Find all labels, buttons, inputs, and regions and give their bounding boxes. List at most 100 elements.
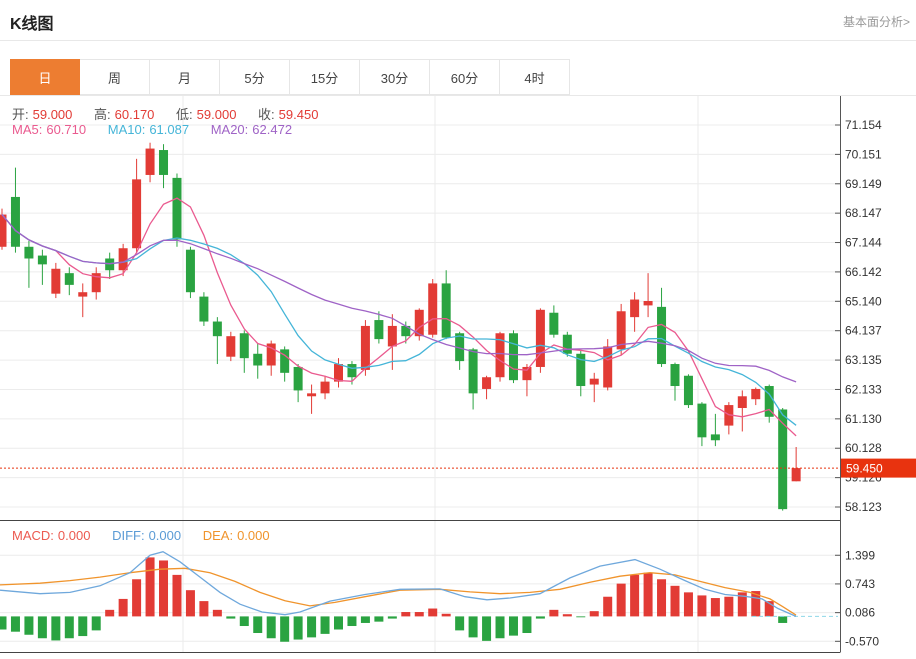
macd-bar (428, 608, 438, 617)
candle-down (24, 246, 34, 259)
macd-bar (589, 611, 599, 617)
macd-bar (724, 596, 734, 617)
candle-down (199, 296, 209, 322)
tab-day[interactable]: 日 (10, 59, 80, 95)
macd-bar (64, 616, 74, 639)
macd-bar (347, 616, 357, 627)
tab-30min[interactable]: 30分 (360, 59, 430, 95)
macd-bar (253, 616, 263, 634)
y-axis-label: 71.154 (845, 118, 882, 132)
candle-up (307, 393, 317, 397)
candle-down (764, 386, 774, 417)
candle-down (64, 273, 74, 285)
macd-bar (778, 616, 788, 623)
macd-axis-label: -0.570 (845, 634, 879, 648)
price-badge (841, 458, 916, 478)
tab-60min[interactable]: 60分 (430, 59, 500, 95)
candle-up (414, 309, 424, 337)
candle-down (468, 349, 478, 394)
tab-month[interactable]: 月 (150, 59, 220, 95)
candle-down (562, 334, 572, 354)
macd-bar (495, 616, 505, 639)
candle-down (441, 283, 451, 338)
macd-bar (697, 595, 707, 617)
macd-bar (118, 598, 128, 617)
macd-bar (508, 616, 518, 636)
macd-bar (455, 616, 465, 631)
candle-up (482, 377, 492, 389)
macd-bar (401, 612, 411, 617)
candle-down (253, 353, 263, 366)
ma5-line (1, 197, 797, 437)
macd-bar (226, 616, 236, 619)
macd-bar (737, 592, 747, 617)
macd-bar (414, 612, 424, 617)
candle-down (778, 409, 788, 510)
interval-tabs: 日周月 5分 15分 30分 60分 4时 (10, 59, 570, 95)
candle-down (10, 196, 20, 247)
candle-down (374, 320, 384, 340)
price-badge-value: 59.450 (846, 462, 883, 476)
candle-down (710, 434, 720, 441)
macd-axis-label: 0.743 (845, 577, 875, 591)
candle-up (616, 311, 626, 350)
macd-bar (360, 616, 370, 623)
y-axis-label: 70.151 (845, 147, 882, 161)
macd-bar (643, 572, 653, 617)
macd-bar (239, 616, 249, 627)
macd-bar (91, 616, 101, 631)
macd-bar (468, 616, 478, 638)
macd-bar (334, 616, 343, 630)
macd-bar (387, 616, 397, 619)
candle-up (737, 396, 747, 409)
macd-axis-label: 1.399 (845, 548, 875, 562)
macd-bar (0, 616, 7, 630)
candle-down (185, 249, 195, 293)
candle-up (751, 388, 761, 400)
candle-up (387, 325, 397, 347)
candle-up (118, 248, 128, 271)
y-axis-label: 60.128 (845, 441, 882, 455)
tab-5min[interactable]: 5分 (220, 59, 290, 95)
candle-up (266, 343, 276, 366)
candle-up (791, 468, 801, 482)
tab-15min[interactable]: 15分 (290, 59, 360, 95)
y-axis-label: 58.123 (845, 500, 882, 514)
candle-down (683, 375, 693, 406)
macd-bar (172, 574, 182, 617)
candle-up (132, 179, 142, 249)
tab-4hour[interactable]: 4时 (500, 59, 570, 95)
candle-down (576, 353, 586, 387)
macd-bar (549, 609, 559, 617)
y-axis-label: 66.142 (845, 265, 882, 279)
macd-bar (307, 616, 317, 638)
candle-down (239, 333, 249, 359)
macd-bar (616, 583, 626, 617)
fundamental-analysis-link[interactable]: 基本面分析> (842, 15, 910, 29)
macd-bar (320, 616, 330, 634)
macd-bar (482, 616, 492, 641)
macd-bar (145, 557, 155, 617)
macd-bar (522, 616, 532, 634)
candle-up (603, 346, 613, 388)
candle-up (643, 301, 653, 306)
macd-bar (199, 601, 209, 617)
tab-week[interactable]: 周 (80, 59, 150, 95)
candle-up (360, 325, 370, 370)
candle-up (145, 148, 155, 175)
macd-bar (159, 560, 169, 617)
y-axis-label: 63.135 (845, 353, 882, 367)
candle-down (508, 333, 518, 381)
macd-bar (37, 616, 47, 639)
macd-bar (132, 579, 142, 617)
candle-down (37, 255, 47, 265)
candle-up (630, 299, 640, 318)
candle-down (455, 333, 465, 362)
candle-up (0, 214, 7, 247)
candle-down (670, 364, 680, 387)
candle-down (280, 349, 290, 373)
macd-bar (185, 590, 195, 617)
candle-down (549, 312, 559, 335)
